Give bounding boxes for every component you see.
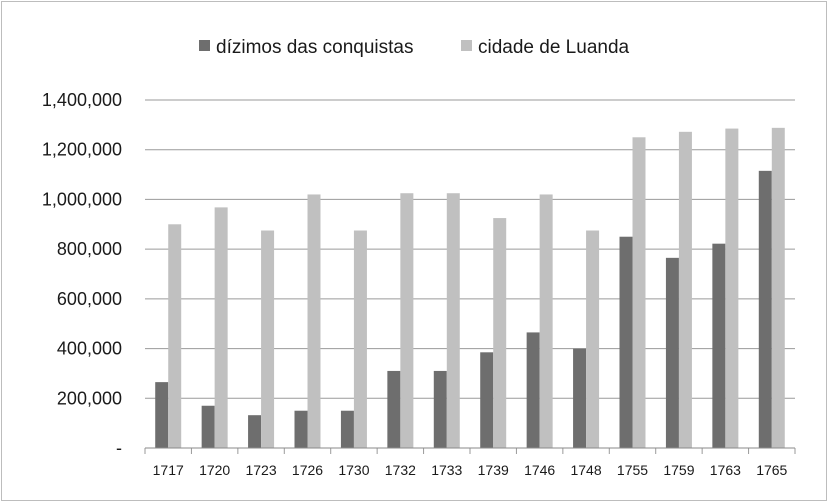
bar-dizimos-1746 [526,332,540,448]
bar-dizimos-1717 [155,382,169,448]
bar-dizimos-1723 [248,415,262,448]
bar-dizimos-1763 [712,243,726,448]
y-tick-label: 200,000 [57,388,122,408]
x-tick-label: 1733 [431,462,462,478]
bar-luanda-1717 [168,224,182,448]
bar-dizimos-1720 [201,405,215,448]
bar-luanda-1759 [678,131,692,448]
x-tick-label: 1748 [570,462,601,478]
bar-dizimos-1748 [573,348,587,448]
x-tick-label: 1732 [385,462,416,478]
bar-dizimos-1730 [340,410,354,448]
y-tick-label: 600,000 [57,289,122,309]
legend: dízimos das conquistas cidade de Luanda [199,37,630,58]
y-tick-label: 1,000,000 [42,189,122,209]
x-tick-label: 1765 [756,462,787,478]
bar-luanda-1723 [261,230,275,448]
bar-luanda-1765 [771,127,785,448]
y-tick-label: - [116,438,122,458]
y-tick-label: 1,200,000 [42,140,122,160]
legend-label-luanda: cidade de Luanda [478,37,630,58]
x-tick-label: 1746 [524,462,555,478]
bar-luanda-1726 [307,194,321,448]
bar-luanda-1755 [632,137,646,449]
bar-luanda-1746 [539,194,553,448]
bar-dizimos-1755 [619,236,633,448]
x-tick-label: 1759 [663,462,694,478]
y-tick-label: 400,000 [57,339,122,359]
bar-luanda-1732 [400,193,414,448]
bar-luanda-1748 [586,230,600,448]
bar-dizimos-1765 [758,170,772,449]
bar-dizimos-1759 [665,257,679,448]
bar-luanda-1720 [214,207,228,448]
x-tick-label: 1717 [153,462,184,478]
x-tick-label: 1755 [617,462,648,478]
bar-luanda-1733 [446,193,460,448]
legend-label-dizimos: dízimos das conquistas [216,37,414,58]
x-axis-tick-labels: 1717 1720 1723 1726 1730 1732 1733 1739 1746 1748… [144,448,796,478]
bar-dizimos-1739 [480,352,494,448]
legend-swatch-luanda [461,40,472,51]
y-tick-label: 1,400,000 [42,90,122,110]
y-axis-tick-labels: - 200,000 400,000 600,000 800,000 1,000,000 1,… [42,90,122,458]
bar-dizimos-1733 [433,370,447,448]
bar-dizimos-1732 [387,370,401,448]
x-tick-label: 1763 [710,462,741,478]
bar-luanda-1763 [725,128,739,449]
bar-luanda-1739 [493,218,507,448]
bars [155,127,785,449]
x-tick-label: 1730 [338,462,369,478]
x-tick-label: 1739 [478,462,509,478]
x-tick-label: 1726 [292,462,323,478]
x-tick-label: 1723 [245,462,276,478]
x-tick-label: 1720 [199,462,230,478]
bar-dizimos-1726 [294,410,308,448]
gridlines [145,99,795,399]
bar-luanda-1730 [353,230,367,448]
legend-swatch-dizimos [199,40,210,51]
y-tick-label: 800,000 [57,239,122,259]
